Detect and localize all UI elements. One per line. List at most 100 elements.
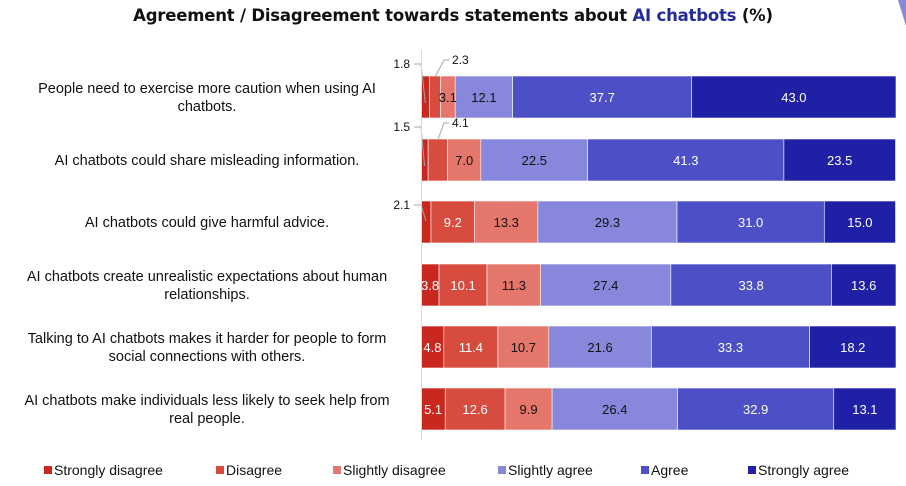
value-label: 22.5 [522, 153, 547, 168]
bar-segment [651, 325, 810, 369]
legend-item: Strongly disagree [44, 462, 163, 478]
category-label-line: AI chatbots make individuals less likely… [24, 393, 389, 409]
value-label: 43.0 [781, 90, 806, 105]
value-label: 3.1 [439, 90, 457, 105]
callout-label: 2.3 [452, 53, 469, 67]
category-label-line: Talking to AI chatbots makes it harder f… [28, 331, 387, 347]
value-label: 13.3 [494, 215, 519, 230]
value-label: 27.4 [593, 278, 618, 293]
value-label: 26.4 [602, 402, 627, 417]
value-label: 10.1 [450, 278, 475, 293]
bar-segment [809, 325, 897, 369]
callout-labels: 1.8 2.3 1.5 4.1 2.1 [393, 53, 469, 222]
category-label-line: chatbots. [178, 99, 237, 115]
bar-segment [443, 325, 499, 369]
legend-item: Agree [641, 462, 688, 478]
value-label: 5.1 [424, 402, 442, 417]
legend-swatch [333, 466, 341, 474]
bar-segment [823, 200, 896, 244]
bar-segment [587, 138, 785, 182]
bar-segment [430, 200, 475, 244]
bar-segment [454, 75, 513, 119]
bar-segment [474, 200, 539, 244]
category-label-line: relationships. [164, 287, 249, 303]
stacked-bar-chart: People need to exercise more caution whe… [24, 50, 897, 440]
callout-label: 1.8 [393, 57, 410, 71]
value-label: 29.3 [595, 215, 620, 230]
legend-swatch [748, 466, 756, 474]
category-label-line: AI chatbots could share misleading infor… [55, 153, 360, 169]
value-label: 31.0 [738, 215, 763, 230]
category-label: AI chatbots could share misleading infor… [55, 153, 360, 169]
category-label-line: AI chatbots create unrealistic expectati… [27, 269, 387, 285]
category-label-line: real people. [169, 411, 245, 427]
legend-label: Strongly disagree [54, 462, 163, 478]
value-label: 4.8 [423, 340, 441, 355]
bar-segment [676, 200, 825, 244]
value-label: 7.0 [455, 153, 473, 168]
legend-swatch [44, 466, 52, 474]
bar-segment [677, 387, 835, 431]
value-label: 10.7 [511, 340, 536, 355]
title-prefix: Agreement / Disagreement towards stateme… [133, 6, 633, 25]
bar-segment [548, 325, 652, 369]
title-highlight: AI chatbots [632, 6, 737, 25]
bar-segment [427, 138, 448, 182]
category-label-line: AI chatbots could give harmful advice. [85, 215, 329, 231]
bar-segment [783, 138, 896, 182]
category-label: AI chatbots make individuals less likely… [24, 393, 389, 427]
bar-segment [691, 75, 897, 119]
category-label: AI chatbots could give harmful advice. [85, 215, 329, 231]
legend: Strongly disagree Disagree Slightly disagr… [0, 462, 906, 482]
bar-segment [420, 75, 430, 119]
value-label: 3.8 [421, 278, 439, 293]
callout-leader-line [434, 59, 449, 78]
value-label: 18.2 [840, 340, 865, 355]
bar-segment [420, 138, 429, 182]
bar-segment [420, 200, 432, 244]
chart-title: Agreement / Disagreement towards stateme… [0, 6, 906, 25]
legend-item: Slightly agree [498, 462, 593, 478]
value-label: 9.9 [520, 402, 538, 417]
value-label: 23.5 [827, 153, 852, 168]
value-label: 11.4 [459, 340, 483, 355]
value-label: 37.7 [590, 90, 615, 105]
category-label: People need to exercise more caution whe… [38, 81, 376, 115]
callout-label: 1.5 [393, 120, 410, 134]
legend-item: Strongly agree [748, 462, 849, 478]
value-label: 41.3 [673, 153, 698, 168]
legend-item: Disagree [216, 462, 282, 478]
legend-swatch [498, 466, 506, 474]
callout-label: 4.1 [452, 116, 469, 130]
value-labels: 3.1 12.1 37.7 43.0 7.0 22.5 41.3 23.5 9.2 13.3 29.… [421, 90, 878, 417]
value-label: 32.9 [743, 402, 768, 417]
legend-label: Disagree [226, 462, 283, 478]
category-labels: People need to exercise more caution whe… [24, 81, 389, 427]
bar-segment [831, 263, 897, 307]
legend-swatch [216, 466, 224, 474]
value-label: 15.0 [847, 215, 872, 230]
bar-segment [551, 387, 678, 431]
bar-segment [670, 263, 832, 307]
bar-segment [833, 387, 897, 431]
callout-label: 2.1 [393, 198, 410, 212]
bar-segment [447, 138, 482, 182]
value-label: 33.8 [738, 278, 763, 293]
legend-swatch [641, 466, 649, 474]
bar-segment [537, 200, 678, 244]
category-label-line: People need to exercise more caution whe… [38, 81, 376, 97]
category-label: Talking to AI chatbots makes it harder f… [28, 331, 387, 365]
legend-item: Slightly disagree [333, 462, 446, 478]
legend-label: Strongly agree [758, 462, 850, 478]
value-label: 11.3 [502, 278, 526, 293]
value-label: 21.6 [587, 340, 612, 355]
bars [420, 75, 897, 431]
decorative-corner [898, 0, 906, 26]
callout-leader-line [437, 122, 449, 141]
value-label: 33.3 [718, 340, 743, 355]
legend-label: Agree [651, 462, 689, 478]
value-label: 12.6 [462, 402, 487, 417]
title-suffix: (%) [736, 6, 773, 25]
value-label: 13.1 [852, 402, 877, 417]
legend-label: Slightly agree [508, 462, 593, 478]
